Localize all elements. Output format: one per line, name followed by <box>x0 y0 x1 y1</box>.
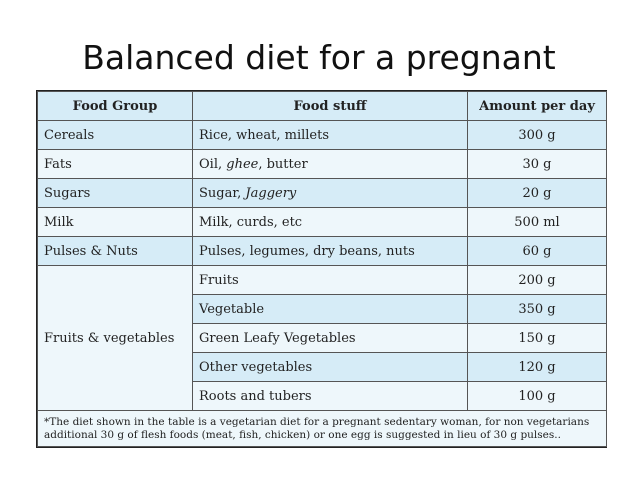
header-food-stuff: Food stuff <box>192 91 468 121</box>
table-row: Sugars Sugar, Jaggery 20 g <box>37 178 607 208</box>
header-food-group: Food Group <box>37 91 193 121</box>
food-cell: Pulses, legumes, dry beans, nuts <box>192 236 468 266</box>
food-cell: Roots and tubers <box>192 381 468 411</box>
table-row: Fruits & vegetables Fruits 200 g <box>37 265 607 411</box>
group-cell: Cereals <box>37 120 193 150</box>
slide-title: Balanced diet for a pregnant <box>82 38 556 77</box>
footnote: *The diet shown in the table is a vegeta… <box>37 410 607 447</box>
amount-cell: 60 g <box>467 236 607 266</box>
group-cell: Pulses & Nuts <box>37 236 193 266</box>
food-cell: Vegetable <box>192 294 468 324</box>
food-text: Sugar, <box>199 185 246 201</box>
food-cell: Other vegetables <box>192 352 468 382</box>
food-cell: Rice, wheat, millets <box>192 120 468 150</box>
amount-cell: 300 g <box>467 120 607 150</box>
group-cell-fruits-vegetables: Fruits & vegetables <box>37 265 193 411</box>
footnote-row: *The diet shown in the table is a vegeta… <box>37 410 607 447</box>
amount-cell: 500 ml <box>467 207 607 237</box>
table-row: Other vegetables 120 g <box>38 352 607 382</box>
amount-cell: 100 g <box>467 381 607 411</box>
diet-table: Food Group Food stuff Amount per day Cer… <box>36 90 607 448</box>
amount-cell: 20 g <box>467 178 607 208</box>
group-cell: Sugars <box>37 178 193 208</box>
food-cell: Oil, ghee, butter <box>192 149 468 179</box>
table-row: Cereals Rice, wheat, millets 300 g <box>37 120 607 150</box>
food-cell: Green Leafy Vegetables <box>192 323 468 353</box>
group-cell: Milk <box>37 207 193 237</box>
amount-cell: 30 g <box>467 149 607 179</box>
amount-cell: 200 g <box>467 265 607 295</box>
food-text-italic: ghee <box>226 156 259 172</box>
table-row: Pulses & Nuts Pulses, legumes, dry beans… <box>37 236 607 266</box>
table-row: Roots and tubers 100 g <box>38 381 607 411</box>
group-cell: Fats <box>37 149 193 179</box>
amount-cell: 150 g <box>467 323 607 353</box>
amount-cell: 120 g <box>467 352 607 382</box>
amount-cell: 350 g <box>467 294 607 324</box>
food-text: Oil, <box>199 156 227 172</box>
table-header-row: Food Group Food stuff Amount per day <box>37 91 607 121</box>
table-row: Fats Oil, ghee, butter 30 g <box>37 149 607 179</box>
header-amount: Amount per day <box>467 91 607 121</box>
table-row: Milk Milk, curds, etc 500 ml <box>37 207 607 237</box>
food-cell: Milk, curds, etc <box>192 207 468 237</box>
food-text: , butter <box>258 156 308 172</box>
food-cell: Fruits <box>192 265 468 295</box>
food-cell: Sugar, Jaggery <box>192 178 468 208</box>
table-row: Vegetable 350 g <box>38 294 607 324</box>
food-text-italic: Jaggery <box>245 185 297 201</box>
